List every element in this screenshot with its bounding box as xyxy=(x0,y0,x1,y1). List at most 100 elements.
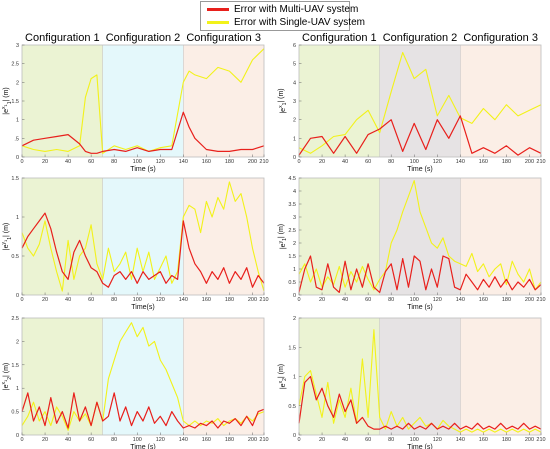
y-axis-label: |ex1| (m) xyxy=(278,88,288,113)
series-line-single xyxy=(21,48,265,154)
x-tick-label: 0 xyxy=(20,159,23,165)
x-tick-label: 80 xyxy=(388,159,394,165)
x-tick-label: 100 xyxy=(410,159,419,165)
x-tick-label: 0 xyxy=(297,297,300,303)
series-line-single xyxy=(298,180,542,291)
legend-swatch-multi xyxy=(207,7,229,11)
panel-left-top: Configuration 1 Configuration 2 Configurat… xyxy=(1,32,269,173)
x-tick-label: 40 xyxy=(342,437,348,443)
y-tick-label: 0 xyxy=(16,293,19,299)
x-axis-label: Time (s) xyxy=(130,444,155,449)
x-tick-label: 100 xyxy=(133,437,142,443)
y-tick-label: 1 xyxy=(293,136,296,142)
y-tick-label: 2 xyxy=(293,316,296,322)
x-tick-label: 60 xyxy=(88,159,94,165)
y-tick-label: 0.5 xyxy=(288,404,296,410)
x-tick-label: 60 xyxy=(88,437,94,443)
x-tick-label: 20 xyxy=(42,297,48,303)
y-tick-label: .5 xyxy=(14,136,19,142)
x-tick-label: 0 xyxy=(297,159,300,165)
x-tick-label: 200 xyxy=(248,437,257,443)
x-tick-label: 0 xyxy=(297,437,300,443)
x-tick-label: 210 xyxy=(259,297,268,303)
y-tick-label: 2 xyxy=(16,339,19,345)
x-tick-label: 160 xyxy=(202,437,211,443)
y-axis-label: |ey11| (m) xyxy=(1,223,13,251)
y-tick-label: 4 xyxy=(293,80,296,86)
zone-green xyxy=(299,45,380,157)
series-line-multi xyxy=(21,212,265,288)
zone-gray xyxy=(379,45,461,157)
x-tick-label: 140 xyxy=(456,159,465,165)
y-tick-label: 0.5 xyxy=(11,410,19,416)
y-tick-label: 5 xyxy=(293,62,296,68)
y-tick-label: 1 xyxy=(16,215,19,221)
y-tick-label: 2 xyxy=(16,80,19,86)
x-tick-label: 80 xyxy=(111,159,117,165)
series-line-multi xyxy=(298,375,542,430)
y-tick-label: 3.5 xyxy=(288,202,296,208)
x-tick-label: 0 xyxy=(20,437,23,443)
x-tick-label: 120 xyxy=(156,437,165,443)
x-axis-label: Time (s) xyxy=(407,304,432,311)
x-axis-label: Time (s) xyxy=(130,166,155,173)
y-tick-label: 0 xyxy=(16,155,19,161)
x-tick-label: 120 xyxy=(433,297,442,303)
x-tick-label: 40 xyxy=(65,437,71,443)
x-tick-label: 120 xyxy=(433,437,442,443)
zone-pink xyxy=(183,318,264,435)
y-tick-label: 0 xyxy=(293,155,296,161)
zone-pink xyxy=(460,318,541,435)
x-axis-label: Time(s) xyxy=(131,304,154,311)
x-tick-label: 100 xyxy=(410,437,419,443)
x-tick-label: 40 xyxy=(65,159,71,165)
x-tick-label: 20 xyxy=(319,437,325,443)
y-tick-label: 0 xyxy=(293,293,296,299)
x-tick-label: 80 xyxy=(111,297,117,303)
y-axis-label: |ex11| (m) xyxy=(1,87,13,115)
x-tick-label: 20 xyxy=(319,159,325,165)
panel-right-middle: 0 20 40 60 80 100 120 140 160 180 200 210 0 0.5 1 1.5 2 2… xyxy=(278,176,546,311)
legend-swatch-single xyxy=(207,20,229,24)
y-axis-label: |ex12| (m) xyxy=(1,363,13,391)
legend-label-single: Error with Single-UAV system xyxy=(234,17,365,28)
x-tick-label: 140 xyxy=(456,437,465,443)
configuration-header: Configuration 3 xyxy=(186,32,261,44)
x-tick-label: 60 xyxy=(365,159,371,165)
zone-cyan xyxy=(102,318,184,435)
x-axis-label: Time (s) xyxy=(407,166,432,173)
x-tick-label: 0 xyxy=(20,297,23,303)
y-tick-label: 2.5 xyxy=(11,316,19,322)
legend-label-multi: Error with Multi-UAV system xyxy=(234,4,359,15)
y-tick-label: 4 xyxy=(293,189,296,195)
legend-item-single: Error with Single-UAV system xyxy=(207,16,365,30)
series-line-single xyxy=(298,329,542,433)
zone-green xyxy=(22,45,103,157)
x-tick-label: 210 xyxy=(536,159,545,165)
y-tick-label: 1.5 xyxy=(288,254,296,260)
y-tick-label: 1.5 xyxy=(288,345,296,351)
series-line-multi xyxy=(21,392,265,429)
y-tick-label: 0.5 xyxy=(288,280,296,286)
x-tick-label: 40 xyxy=(342,297,348,303)
y-tick-label: 2.5 xyxy=(11,62,19,68)
x-tick-label: 60 xyxy=(365,297,371,303)
series-line-multi xyxy=(298,115,542,156)
series-line-multi xyxy=(21,111,265,154)
x-tick-label: 20 xyxy=(42,437,48,443)
x-tick-label: 180 xyxy=(225,297,234,303)
x-tick-label: 200 xyxy=(525,159,534,165)
x-tick-label: 140 xyxy=(179,297,188,303)
y-tick-label: 4.5 xyxy=(288,176,296,182)
series-line-multi xyxy=(298,255,542,293)
x-tick-label: 180 xyxy=(225,437,234,443)
zone-cyan xyxy=(102,45,184,157)
x-tick-label: 140 xyxy=(179,437,188,443)
plot-frame xyxy=(21,177,265,296)
x-tick-label: 200 xyxy=(525,297,534,303)
y-tick-label: 1.5 xyxy=(11,176,19,182)
x-tick-label: 140 xyxy=(179,159,188,165)
configuration-header: Configuration 3 xyxy=(463,32,538,44)
x-tick-label: 200 xyxy=(525,437,534,443)
